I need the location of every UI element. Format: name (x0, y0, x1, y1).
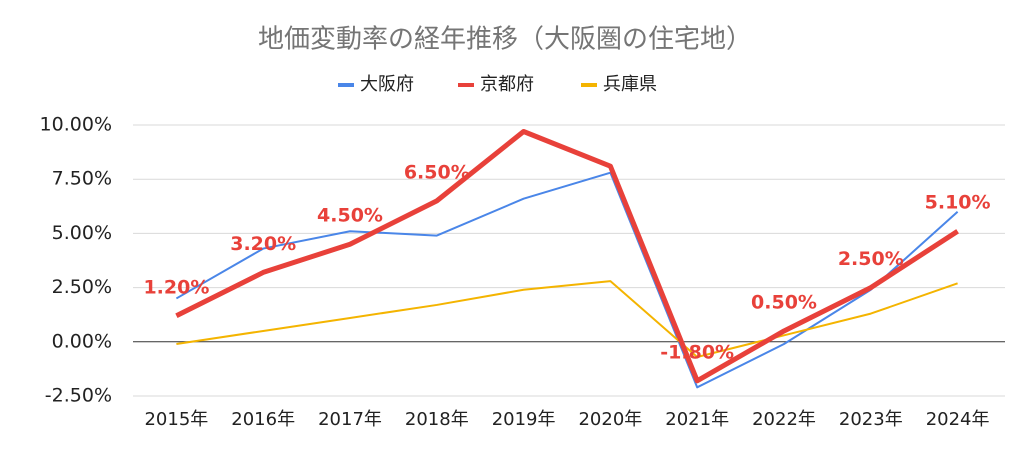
data-label: -1.80% (660, 341, 734, 363)
data-label: 3.20% (230, 233, 296, 255)
x-tick-label: 2019年 (492, 409, 556, 430)
y-tick-label: 10.00% (40, 114, 112, 136)
data-label: 6.50% (404, 161, 470, 183)
x-tick-label: 2024年 (926, 409, 990, 430)
data-label: 0.50% (751, 291, 817, 313)
y-tick-label: 2.50% (52, 276, 112, 298)
y-tick-label: 5.00% (52, 222, 112, 244)
series-line (176, 280, 958, 358)
x-tick-label: 2023年 (839, 409, 903, 430)
series-line (175, 171, 959, 389)
x-tick-label: 2016年 (231, 409, 295, 430)
x-tick-label: 2020年 (578, 409, 642, 430)
data-label: 1.20% (143, 276, 209, 298)
x-tick-label: 2021年 (665, 409, 729, 430)
y-tick-label: 0.00% (52, 330, 112, 352)
x-tick-label: 2018年 (405, 409, 469, 430)
y-tick-label: 7.50% (52, 168, 112, 190)
legend-label: 兵庫県 (603, 74, 657, 95)
data-label: 5.10% (925, 192, 991, 214)
data-label: 2.50% (838, 248, 904, 270)
x-tick-label: 2015年 (144, 409, 208, 430)
x-tick-label: 2022年 (752, 409, 816, 430)
x-tick-label: 2017年 (318, 409, 382, 430)
data-label: 4.50% (317, 205, 383, 227)
series-line (175, 129, 959, 384)
chart-title: 地価変動率の経年推移（大阪圏の住宅地） (258, 25, 752, 55)
y-tick-label: -2.50% (45, 385, 112, 407)
legend-label: 京都府 (480, 74, 534, 95)
legend-label: 大阪府 (360, 74, 414, 95)
